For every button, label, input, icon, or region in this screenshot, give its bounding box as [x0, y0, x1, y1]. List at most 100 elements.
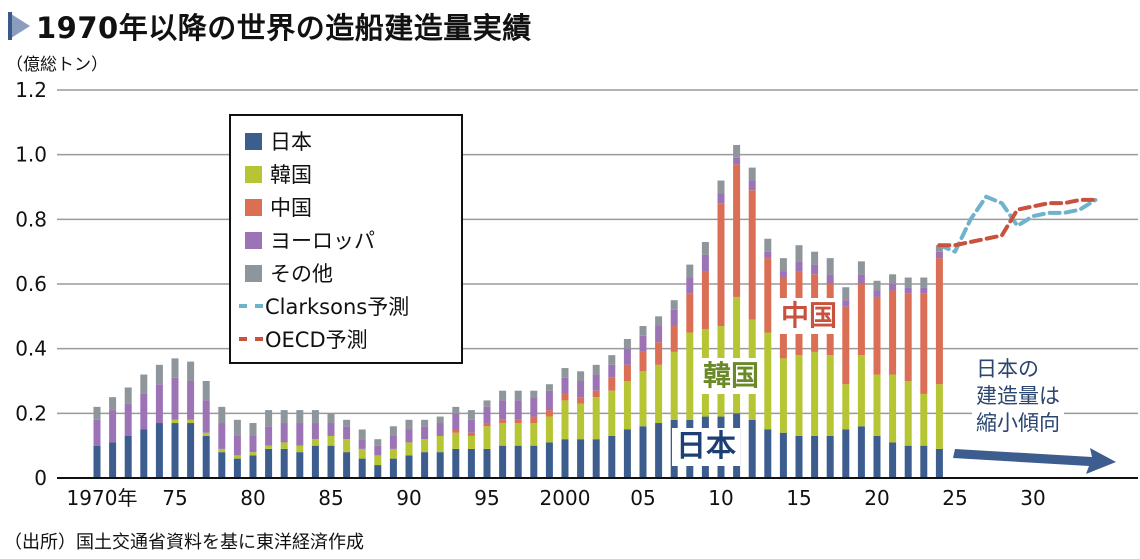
- bar-segment-1998: [530, 390, 538, 398]
- bar-segment-2024: [935, 251, 943, 259]
- bar-segment-1978: [218, 452, 226, 478]
- bar-segment-1978: [218, 448, 226, 453]
- bar-segment-1993: [452, 432, 460, 449]
- bar-segment-2011: [733, 296, 741, 414]
- bar-segment-1998: [530, 397, 538, 417]
- bar-segment-1988: [374, 445, 382, 456]
- bar-segment-2006: [655, 326, 663, 343]
- legend-item-europe: ヨーロッパ: [245, 225, 375, 255]
- legend-label-china: 中国: [270, 196, 312, 220]
- bar-segment-1990: [405, 429, 413, 443]
- bar-segment-1985: [327, 435, 335, 446]
- bar-segment-1973: [140, 429, 148, 478]
- bar-segment-1993: [452, 406, 460, 414]
- bar-segment-2022: [904, 293, 912, 381]
- bar-segment-2002: [592, 439, 600, 478]
- bar-segment-1986: [343, 439, 351, 453]
- bar-segment-1996: [499, 400, 507, 420]
- bar-segment-1999: [545, 442, 553, 478]
- bar-segment-2013: [764, 332, 772, 430]
- y-tick-label: 1.0: [15, 143, 47, 167]
- y-tick-label: 0.8: [15, 207, 47, 231]
- legend-label-korea: 韓国: [270, 163, 312, 187]
- legend: 日本 韓国 中国 ヨーロッパ その他 Clarksons予測 OECD予測: [229, 114, 463, 364]
- bar-segment-2005: [639, 326, 647, 336]
- bar-segment-2022: [904, 445, 912, 478]
- bar-segment-1995: [483, 406, 491, 424]
- bar-segment-2013: [764, 429, 772, 478]
- bar-segment-2024: [935, 258, 943, 385]
- bar-segment-1972: [124, 403, 132, 436]
- bar-segment-2011: [733, 157, 741, 165]
- bar-segment-2016: [811, 435, 819, 478]
- bar-segment-2003: [608, 390, 616, 436]
- bar-segment-2002: [592, 390, 600, 398]
- bar-segment-2012: [748, 180, 756, 191]
- bar-segment-1995: [483, 423, 491, 427]
- bar-segment-1995: [483, 426, 491, 449]
- x-tick-label: 10: [708, 486, 733, 510]
- bar-segment-1999: [545, 410, 553, 417]
- bar-segment-1994: [467, 448, 475, 478]
- bar-segment-2021: [889, 284, 897, 291]
- bar-segment-1988: [374, 465, 382, 478]
- bar-segment-2014: [779, 358, 787, 433]
- bar-segment-2003: [608, 377, 616, 391]
- y-tick-label: 0.6: [15, 272, 47, 296]
- bar-segment-2001: [577, 403, 585, 440]
- bar-segment-2019: [857, 284, 865, 356]
- legend-dash-clarksons: [239, 304, 263, 308]
- bar-segment-2011: [733, 164, 741, 297]
- bar-segment-1992: [436, 416, 444, 424]
- bar-segment-1999: [545, 384, 553, 391]
- bar-segment-2015: [795, 435, 803, 478]
- bar-segment-2024: [935, 384, 943, 449]
- bar-segment-2020: [873, 435, 881, 478]
- bar-segment-2004: [623, 338, 631, 349]
- bar-segment-1985: [327, 445, 335, 478]
- x-axis-labels: 1970年 75 80 85 90 95 2000 05 10 15 20 25 30: [67, 486, 1046, 510]
- bar-segment-2012: [748, 190, 756, 320]
- bar-segment-1991: [421, 452, 429, 478]
- bar-segment-2008: [686, 332, 694, 420]
- bar-segment-2008: [686, 277, 694, 294]
- legend-label-other: その他: [270, 262, 333, 286]
- bar-segment-1992: [436, 423, 444, 436]
- annotation-japan-trend: 日本の 建造量は 縮小傾向: [972, 356, 1064, 437]
- bar-segment-2017: [826, 435, 834, 478]
- bar-segment-1976: [187, 423, 195, 478]
- bar-segment-1978: [218, 423, 226, 449]
- trend-arrow-icon: [953, 448, 1116, 474]
- bar-segment-2014: [779, 258, 787, 272]
- bar-segment-1997: [514, 419, 522, 424]
- bar-segment-1984: [311, 423, 319, 440]
- bar-segment-2002: [592, 374, 600, 391]
- bar-segment-1981: [265, 426, 273, 446]
- bar-segment-1975: [171, 423, 179, 478]
- bar-segment-1974: [155, 364, 163, 385]
- bar-segment-2007: [670, 326, 678, 352]
- bar-segment-1998: [530, 416, 538, 424]
- bar-segment-1987: [358, 448, 366, 459]
- bar-segment-2005: [639, 351, 647, 372]
- bar-segment-1976: [187, 419, 195, 424]
- legend-item-korea: 韓国: [245, 159, 312, 189]
- bar-segment-2000: [561, 439, 569, 478]
- bar-segment-1977: [202, 400, 210, 433]
- bar-segment-1971: [109, 442, 117, 478]
- bar-segment-2009: [701, 254, 709, 272]
- bar-segment-2009: [701, 241, 709, 255]
- bar-segment-2003: [608, 364, 616, 378]
- bar-segment-2005: [639, 335, 647, 352]
- bar-segment-1996: [499, 390, 507, 401]
- bar-segment-1985: [327, 413, 335, 424]
- x-tick-label: 85: [318, 486, 343, 510]
- bar-segment-2022: [904, 277, 912, 288]
- bar-segment-2021: [889, 374, 897, 443]
- bar-segment-1982: [280, 442, 288, 449]
- bar-segment-1983: [296, 410, 304, 424]
- legend-dash-oecd: [239, 337, 263, 341]
- bar-segment-1981: [265, 410, 273, 427]
- bar-segment-1979: [233, 455, 241, 459]
- bar-segment-2021: [889, 290, 897, 375]
